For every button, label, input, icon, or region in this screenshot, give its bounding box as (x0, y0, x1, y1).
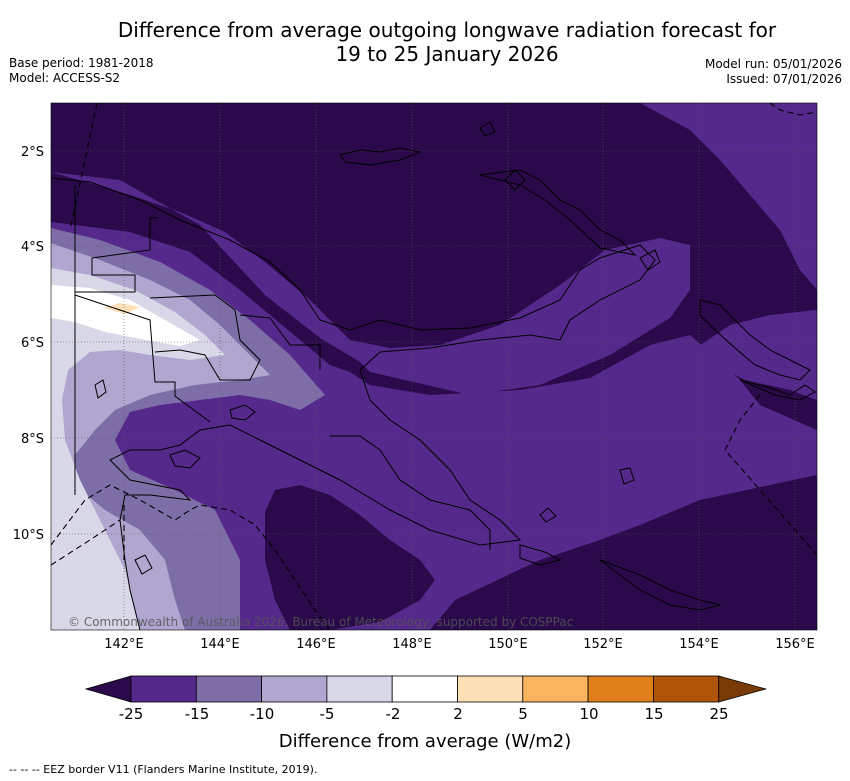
graticule (51, 103, 817, 630)
longitude-labels: 142°E 144°E 146°E 148°E 150°E 152°E 154°… (104, 637, 815, 652)
model-run: Model run: 05/01/2026 (704, 57, 842, 71)
colorbar-label: -5 (319, 705, 335, 723)
eez-footnote: -- -- -- EEZ border V11 (Flanders Marine… (9, 763, 318, 776)
lat-label: 10°S (13, 528, 44, 543)
colorbar-swatch (522, 675, 589, 703)
colorbar-swatch (457, 675, 524, 703)
map-figure: © Commonwealth of Australia 2026, Bureau… (13, 102, 818, 652)
lat-label: 6°S (21, 336, 44, 351)
colorbar-swatch (130, 675, 197, 703)
colorbar-swatch (391, 675, 458, 703)
lon-label: 156°E (775, 637, 815, 652)
base-period: Base period: 1981-2018 (9, 56, 154, 70)
colorbar-label: 5 (518, 705, 528, 723)
province-borders (74, 185, 491, 550)
lat-label: 8°S (21, 432, 44, 447)
colorbar-label: 15 (644, 705, 664, 723)
colorbar-title: Difference from average (W/m2) (278, 731, 572, 752)
title-line-2: 19 to 25 January 2026 (335, 42, 559, 66)
colorbar-label: -2 (385, 705, 401, 723)
metadata-left: Base period: 1981-2018 Model: ACCESS-S2 (9, 56, 154, 86)
colorbar-swatch (653, 675, 720, 703)
colorbar-label: -25 (118, 705, 144, 723)
lon-label: 146°E (296, 637, 336, 652)
lon-label: 148°E (392, 637, 432, 652)
latitude-labels: 2°S 4°S 6°S 8°S 10°S (13, 145, 44, 543)
model-name: Model: ACCESS-S2 (9, 71, 121, 85)
colorbar-label: -15 (184, 705, 210, 723)
copyright-watermark: © Commonwealth of Australia 2026, Bureau… (68, 615, 573, 629)
map-frame (50, 102, 818, 631)
lon-label: 144°E (200, 637, 240, 652)
lat-label: 2°S (21, 145, 44, 160)
colorbar-swatch (195, 675, 263, 703)
colorbar-label: 2 (453, 705, 463, 723)
colorbar-extend-high (718, 675, 768, 703)
colorbar-swatch (261, 675, 328, 703)
colorbar-label: 10 (579, 705, 599, 723)
metadata-right: Model run: 05/01/2026 Issued: 07/01/2026 (705, 57, 842, 87)
contour-fill-5-2 (51, 268, 225, 630)
issued-date: Issued: 07/01/2026 (726, 72, 842, 86)
lon-label: 152°E (583, 637, 623, 652)
colorbar-swatch (587, 675, 654, 703)
colorbar (84, 675, 768, 703)
contour-fill-25-15-northeast (640, 103, 817, 290)
lat-label: 4°S (21, 240, 44, 255)
title-line-1: Difference from average outgoing longwav… (117, 18, 777, 42)
contour-fill-neutral (51, 285, 200, 346)
coastlines (51, 121, 816, 630)
map-panel: © Commonwealth of Australia 2026, Bureau… (51, 103, 817, 630)
colorbar-label: 25 (709, 705, 729, 723)
colorbar-extend-low (84, 675, 132, 703)
contour-fill-2-5 (104, 303, 140, 314)
lon-label: 150°E (488, 637, 528, 652)
colorbar-swatch (326, 675, 393, 703)
chart-title: Difference from average outgoing longwav… (0, 18, 850, 66)
contour-fill-25-15-west (51, 172, 817, 630)
contour-fill-lt-25-south (265, 485, 435, 630)
lon-label: 142°E (104, 637, 144, 652)
eez-borders (51, 103, 817, 630)
contour-fill-25-15-east (690, 310, 817, 400)
lon-label: 154°E (679, 637, 719, 652)
colorbar-label: -10 (249, 705, 275, 723)
